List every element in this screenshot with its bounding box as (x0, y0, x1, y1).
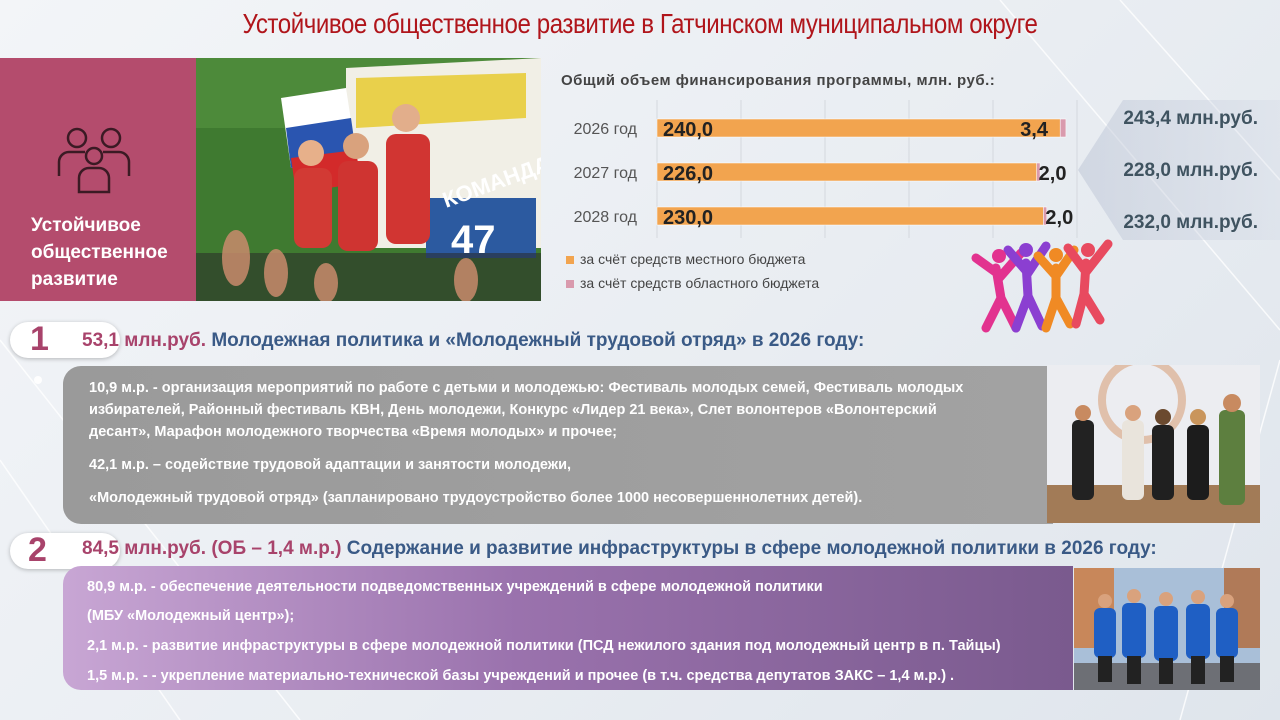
section-2-badge: 2 (10, 531, 120, 569)
section-1-badge: 1 (10, 320, 120, 358)
section-1-amount: 53,1 млн.руб. (82, 330, 207, 351)
chart-data-label-regional: 2,0 (1045, 207, 1073, 229)
totals-arrow-shape: 243,4 млн.руб. 228,0 млн.руб. 232,0 млн.… (1078, 100, 1280, 240)
section-1-line-3: десант», Марафон молодежного творчества … (89, 424, 617, 440)
chart-bar-local (656, 118, 1061, 138)
chart-category-label: 2026 год (574, 121, 638, 138)
chart-data-label-local: 230,0 (663, 207, 713, 229)
total-2028: 232,0 млн.руб. (1123, 212, 1258, 233)
section-1-line-4: 42,1 м.р. – содействие трудовой адаптаци… (89, 457, 572, 473)
chart-bar-regional (1059, 118, 1067, 138)
section-2-line-3: 2,1 м.р. - развитие инфраструктуры в сфе… (87, 638, 1001, 654)
chart-legend: за счёт средств местного бюджета за счёт… (566, 250, 819, 298)
legend-item-local: за счёт средств местного бюджета (566, 250, 819, 274)
chart-category-label: 2027 год (574, 165, 638, 182)
total-2027: 228,0 млн.руб. (1123, 160, 1258, 181)
chart-heading: Общий объем финансирования программы, мл… (561, 72, 996, 89)
section-2-heading: 84,5 млн.руб. (ОБ – 1,4 м.р.) Содержание… (82, 538, 1157, 560)
chart-data-label-regional: 2,0 (1039, 163, 1067, 185)
section-2-line-4: 1,5 м.р. - - укрепление материально-техн… (87, 668, 955, 684)
dancers-illustration (971, 239, 1113, 333)
total-2026: 243,4 млн.руб. (1123, 108, 1258, 129)
banner-subtitle: в Гатчинском муниципальном округе (31, 299, 171, 333)
funding-bar-chart: 2026 год 240,0 3,4 2027 год 226,0 2,0 2028 год… (574, 100, 1078, 238)
section-1-line-1: 10,9 м.р. - организация мероприятий по р… (89, 380, 964, 396)
legend-swatch-local (566, 256, 574, 264)
section-2-details: 80,9 м.р. - обеспечение деятельности под… (63, 566, 1073, 690)
legend-label-local: за счёт средств местного бюджета (580, 251, 806, 267)
section-2-line-2: (МБУ «Молодежный центр»); (87, 608, 295, 624)
chart-bar-regional (1043, 206, 1048, 226)
section-1-heading: 53,1 млн.руб. Молодежная политика и «Мол… (82, 330, 864, 352)
section-1-details: 10,9 м.р. - организация мероприятий по р… (63, 366, 1053, 524)
legend-item-regional: за счёт средств областного бюджета (566, 274, 819, 298)
chart-data-label-regional: 3,4 (1020, 119, 1049, 141)
parade-photo (1074, 568, 1260, 690)
section-2-title: Содержание и развитие инфраструктуры в с… (346, 538, 1157, 559)
section-1-line-2: избирателей, Районный фестиваль КВН, Ден… (89, 402, 937, 418)
concert-photo: КОМАНДА 47 (196, 58, 541, 301)
chart-bar-local (656, 162, 1037, 182)
awards-photo (1047, 365, 1260, 523)
chart-bar-regional (1036, 162, 1041, 182)
banner-title: Устойчивое общественное развитие (31, 215, 168, 290)
chart-data-label-local: 240,0 (663, 119, 713, 141)
legend-swatch-regional (566, 280, 574, 288)
people-group-icon (57, 127, 131, 194)
page-title: Устойчивое общественное развитие в Гатчи… (242, 8, 1038, 39)
section-2-line-1: 80,9 м.р. - обеспечение деятельности под… (87, 579, 823, 595)
section-1-title: Молодежная политика и «Молодежный трудов… (211, 330, 865, 351)
chart-category-label: 2028 год (574, 209, 638, 226)
chart-data-label-local: 226,0 (663, 163, 713, 185)
section-2-number: 2 (28, 531, 47, 569)
section-1-line-5: «Молодежный трудовой отряд» (запланирова… (89, 490, 863, 506)
section-2-amount: 84,5 млн.руб. (ОБ – 1,4 м.р.) (82, 538, 342, 559)
chart-bar-local (656, 206, 1044, 226)
section-1-number: 1 (30, 320, 49, 358)
legend-label-regional: за счёт средств областного бюджета (580, 275, 820, 291)
